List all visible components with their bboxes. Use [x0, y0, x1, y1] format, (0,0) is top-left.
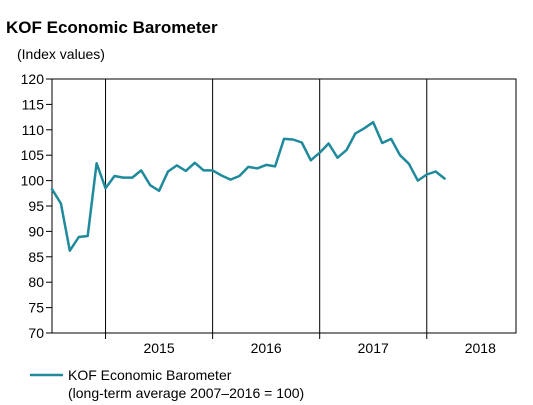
series-point [283, 138, 285, 140]
series-point [78, 236, 80, 238]
y-tick-label: 105 [21, 147, 45, 163]
y-tick-label: 115 [22, 96, 45, 112]
x-tick-label: 2018 [465, 340, 496, 356]
series-point [185, 170, 187, 172]
legend-label: KOF Economic Barometer [68, 367, 232, 383]
chart-subtitle: (Index values) [17, 46, 105, 62]
series-point [345, 149, 347, 151]
chart-title: KOF Economic Barometer [6, 18, 218, 37]
series-point [301, 141, 303, 143]
legend-sublabel: (long-term average 2007–2016 = 100) [68, 385, 304, 401]
series-point [292, 138, 294, 140]
series-point [408, 163, 410, 165]
series-point [87, 235, 89, 237]
series-point [238, 175, 240, 177]
series-point [104, 187, 106, 189]
series-point [265, 164, 267, 166]
series-point [372, 121, 374, 123]
series-point [274, 165, 276, 167]
series-layer [50, 120, 446, 252]
series-point [95, 162, 97, 164]
x-tick-label: 2017 [358, 340, 389, 356]
x-axis-tick-labels: 2015 2016 2017 2018 [143, 340, 496, 356]
year-gridlines [105, 79, 428, 339]
y-tick-label: 85 [28, 249, 44, 265]
series-point [363, 127, 365, 129]
y-axis-ticks: 70 75 80 85 90 95 100 105 110 115 120 [21, 71, 52, 341]
series-point [194, 162, 196, 164]
x-tick-label: 2016 [251, 340, 282, 356]
series-line [50, 120, 446, 252]
series-point [336, 157, 338, 159]
series-point [149, 184, 151, 186]
series-point [176, 164, 178, 166]
series-point [229, 178, 231, 180]
series-point [113, 175, 115, 177]
y-tick-label: 100 [21, 173, 45, 189]
x-tick-label: 2015 [143, 340, 174, 356]
plot-frame [51, 78, 517, 334]
series-point [60, 202, 62, 204]
y-tick-label: 70 [28, 325, 44, 341]
y-tick-label: 95 [28, 198, 44, 214]
series-point [399, 154, 401, 156]
series-point [426, 173, 428, 175]
series-point [390, 138, 392, 140]
series-point [203, 169, 205, 171]
series-point [122, 176, 124, 178]
series-point [310, 159, 312, 161]
series-point [354, 132, 356, 134]
series-point [417, 179, 419, 181]
y-tick-label: 75 [28, 300, 44, 316]
series-point [220, 174, 222, 176]
series-point [131, 176, 133, 178]
series-point [69, 250, 71, 252]
series-point [327, 142, 329, 144]
series-point [381, 142, 383, 144]
y-tick-label: 110 [22, 122, 45, 138]
y-tick-label: 80 [28, 274, 44, 290]
series-point [211, 169, 213, 171]
series-point [140, 169, 142, 171]
series-point [443, 177, 445, 179]
series-point [247, 166, 249, 168]
series-point [158, 190, 160, 192]
y-tick-label: 120 [21, 71, 45, 87]
series-point [256, 167, 258, 169]
series-point [319, 152, 321, 154]
series-point [435, 170, 437, 172]
y-tick-label: 90 [28, 223, 44, 239]
series-point [167, 170, 169, 172]
series-point [51, 188, 53, 190]
